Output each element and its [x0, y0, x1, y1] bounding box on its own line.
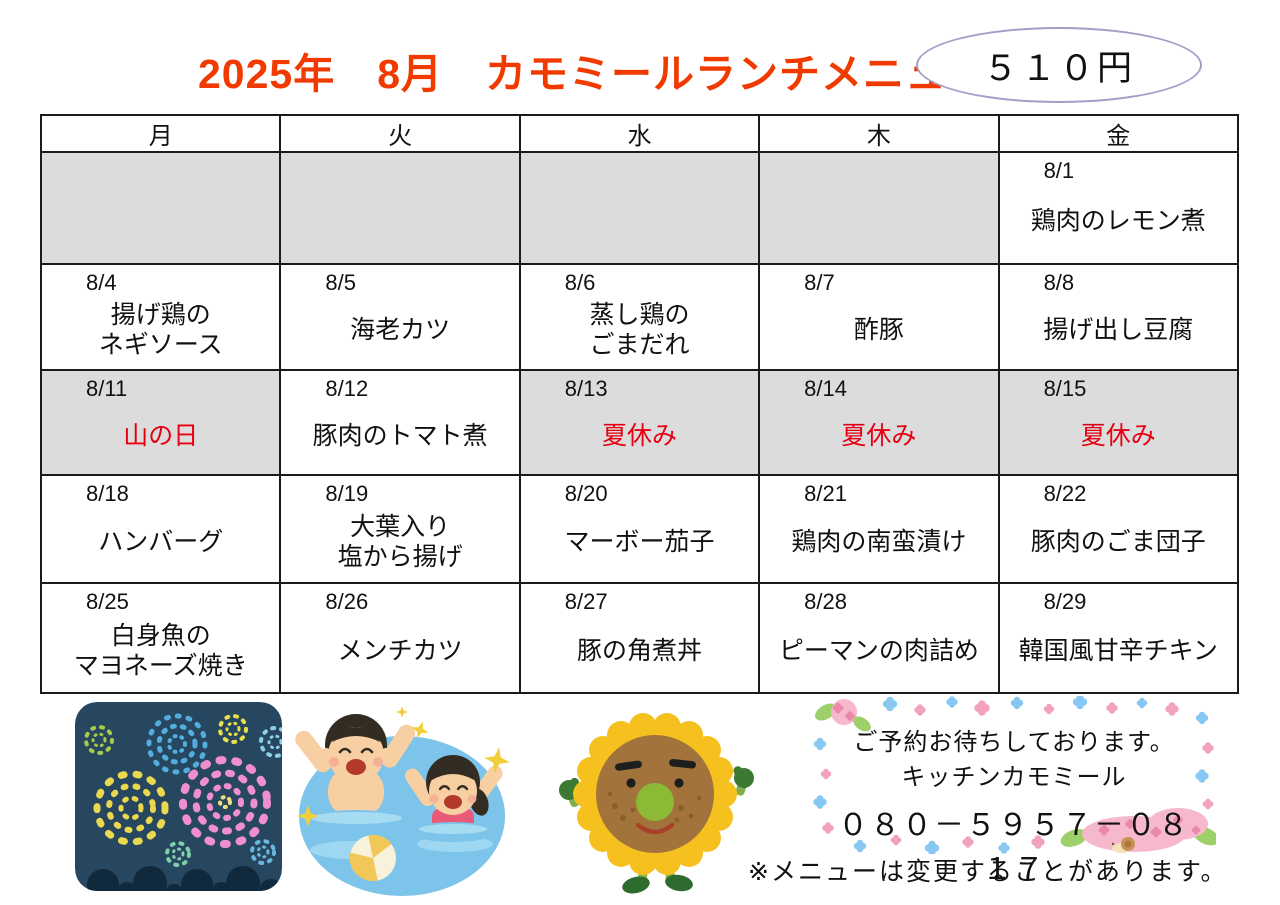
calendar-cell: 8/18 ハンバーグ [39, 474, 282, 584]
price-badge-label: ５１０円 [982, 48, 1135, 88]
cell-menu: 揚げ出し豆腐 [1043, 316, 1194, 344]
calendar-cell-holiday: 8/11 山の日 [39, 369, 282, 476]
cell-menu: 韓国風甘辛チキン [1018, 637, 1218, 665]
cell-date: 8/21 [804, 481, 847, 506]
cell-date: 8/25 [86, 589, 129, 614]
cell-menu: 夏休み [1080, 421, 1156, 450]
cell-menu: 夏休み [841, 421, 917, 450]
cell-date: 8/1 [1043, 158, 1075, 183]
menu-change-note: ※メニューは変更することがあります。 [748, 858, 1228, 886]
cell-menu: 大葉入り 塩から揚げ [337, 513, 463, 571]
calendar-cell: 8/27 豚の角煮丼 [518, 582, 761, 694]
cell-date: 8/8 [1043, 270, 1075, 295]
cell-date: 8/5 [325, 270, 356, 295]
cell-date: 8/6 [564, 270, 596, 295]
cell-menu: メンチカツ [337, 637, 463, 665]
calendar-cell: 8/5 海老カツ [279, 263, 521, 371]
weekday-header-wed: 水 [518, 114, 761, 153]
calendar-week-row: 8/1 鶏肉のレモン煮 [39, 151, 1240, 265]
page-title: 2025年 8月 カモミールランチメニュー [198, 51, 990, 97]
reservation-line-2: キッチンカモミール [901, 763, 1127, 791]
calendar-cell: 8/22 豚肉のごま団子 [997, 474, 1240, 584]
reservation-line-1: ご予約お待ちしております。 [853, 729, 1175, 756]
calendar-cell [518, 151, 761, 265]
reservation-phone: ０８０－５９５７－０８１７ [838, 808, 1190, 886]
cell-menu: 海老カツ [350, 316, 451, 344]
cell-date: 8/26 [325, 589, 369, 614]
calendar-cell-holiday: 8/15 夏休み [997, 369, 1240, 476]
cell-date: 8/18 [86, 481, 129, 506]
cell-date: 8/28 [804, 589, 847, 614]
weekday-header-tue: 火 [279, 114, 521, 153]
price-badge: ５１０円 [916, 27, 1202, 103]
cell-menu: ピーマンの肉詰め [778, 637, 979, 665]
calendar-cell-holiday: 8/13 夏休み [518, 369, 761, 476]
cell-menu: 豚肉のトマト煮 [312, 421, 488, 450]
calendar-cell [758, 151, 1000, 265]
calendar-cell [279, 151, 521, 265]
calendar-cell [39, 151, 282, 265]
cell-menu: 豚肉のごま団子 [1030, 528, 1206, 556]
swimming-kids-illustration [295, 706, 510, 896]
calendar-cell: 8/8 揚げ出し豆腐 [997, 263, 1240, 371]
cell-date: 8/15 [1043, 376, 1087, 401]
calendar-cell: 8/7 酢豚 [758, 263, 1000, 371]
fireworks-illustration [75, 702, 282, 891]
cell-menu: 夏休み [601, 421, 677, 450]
weekday-header-mon: 月 [39, 114, 282, 153]
cell-menu: 蒸し鶏の ごまだれ [589, 301, 690, 359]
calendar-cell: 8/19 大葉入り 塩から揚げ [279, 474, 521, 584]
cell-date: 8/20 [564, 481, 608, 506]
cell-date: 8/27 [564, 589, 608, 614]
cell-menu: 酢豚 [853, 316, 904, 344]
calendar-cell: 8/12 豚肉のトマト煮 [279, 369, 521, 476]
calendar-cell-holiday: 8/14 夏休み [758, 369, 1000, 476]
cell-date: 8/14 [804, 376, 847, 401]
sunflower-character-illustration [559, 713, 754, 894]
cell-date: 8/22 [1043, 481, 1087, 506]
calendar-cell: 8/6 蒸し鶏の ごまだれ [518, 263, 761, 371]
cell-menu: 豚の角煮丼 [576, 637, 702, 665]
cell-menu: 鶏肉の南蛮漬け [791, 528, 967, 556]
calendar-cell: 8/26 メンチカツ [279, 582, 521, 694]
calendar-cell: 8/29 韓国風甘辛チキン [997, 582, 1240, 694]
cell-date: 8/11 [86, 376, 128, 401]
calendar-cell: 8/21 鶏肉の南蛮漬け [758, 474, 1000, 584]
weekday-header-thu: 木 [758, 114, 1000, 153]
reservation-box: ご予約お待ちしております。 キッチンカモミール ０８０－５９５７－０８１７ [812, 696, 1216, 886]
weekday-header-row: 月 火 水 木 金 [39, 114, 1240, 153]
calendar-cell: 8/25 白身魚の マヨネーズ焼き [39, 582, 282, 694]
calendar-cell: 8/20 マーボー茄子 [518, 474, 761, 584]
reservation-text: ご予約お待ちしております。 キッチンカモミール ０８０－５９５７－０８１７ [832, 726, 1196, 888]
lunch-menu-calendar: 月 火 水 木 金 8/1 鶏肉のレモン煮 8/4 揚げ鶏の ネギソース 8/5… [39, 114, 1240, 694]
calendar-week-row: 8/11 山の日 8/12 豚肉のトマト煮 8/13 夏休み 8/14 夏休み … [39, 369, 1240, 476]
weekday-header-fri: 金 [997, 114, 1240, 153]
calendar-week-row: 8/25 白身魚の マヨネーズ焼き 8/26 メンチカツ 8/27 豚の角煮丼 … [39, 582, 1240, 694]
cell-date: 8/12 [325, 376, 369, 401]
calendar-cell: 8/28 ピーマンの肉詰め [758, 582, 1000, 694]
cell-date: 8/4 [86, 270, 117, 295]
calendar-cell: 8/1 鶏肉のレモン煮 [997, 151, 1240, 265]
cell-menu: 揚げ鶏の ネギソース [98, 301, 223, 359]
cell-menu: ハンバーグ [98, 528, 224, 556]
cell-menu: 山の日 [123, 421, 199, 450]
hydrangea-flower-frame [813, 696, 1216, 854]
cell-date: 8/13 [564, 376, 608, 401]
cell-menu: 白身魚の マヨネーズ焼き [73, 622, 248, 680]
snail-icon [1111, 837, 1135, 853]
calendar-cell: 8/4 揚げ鶏の ネギソース [39, 263, 282, 371]
cell-date: 8/29 [1043, 589, 1087, 614]
cell-date: 8/7 [804, 270, 835, 295]
calendar-week-row: 8/4 揚げ鶏の ネギソース 8/5 海老カツ 8/6 蒸し鶏の ごまだれ 8/… [39, 263, 1240, 371]
cell-date: 8/19 [325, 481, 369, 506]
calendar-week-row: 8/18 ハンバーグ 8/19 大葉入り 塩から揚げ 8/20 マーボー茄子 8… [39, 474, 1240, 584]
cell-menu: マーボー茄子 [564, 528, 715, 556]
cell-menu: 鶏肉のレモン煮 [1030, 207, 1206, 235]
